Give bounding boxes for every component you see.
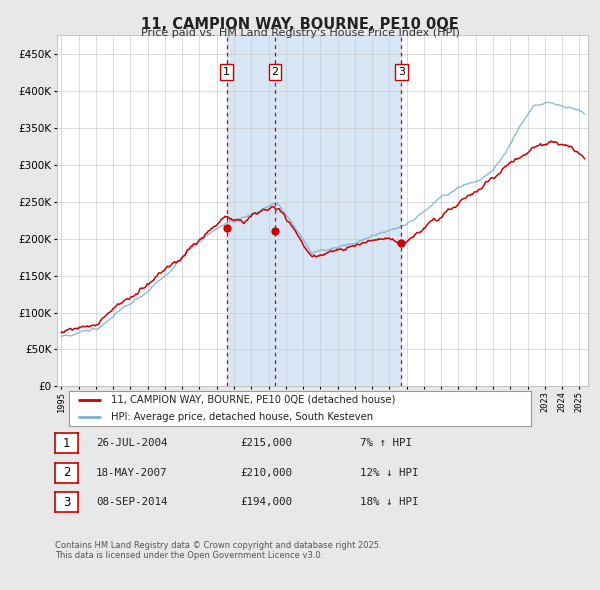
Text: 1: 1 [223,67,230,77]
Text: Price paid vs. HM Land Registry's House Price Index (HPI): Price paid vs. HM Land Registry's House … [140,28,460,38]
Text: 2: 2 [272,67,278,77]
Text: 3: 3 [63,496,70,509]
Text: 2: 2 [63,466,70,479]
Text: £215,000: £215,000 [240,438,292,448]
Text: 12% ↓ HPI: 12% ↓ HPI [360,468,419,477]
Text: Contains HM Land Registry data © Crown copyright and database right 2025.: Contains HM Land Registry data © Crown c… [55,541,382,550]
Bar [227,35,401,386]
Text: 18% ↓ HPI: 18% ↓ HPI [360,497,419,507]
Text: 11, CAMPION WAY, BOURNE, PE10 0QE: 11, CAMPION WAY, BOURNE, PE10 0QE [141,17,459,31]
Text: 26-JUL-2004: 26-JUL-2004 [96,438,167,448]
Text: 08-SEP-2014: 08-SEP-2014 [96,497,167,507]
Text: £210,000: £210,000 [240,468,292,477]
Text: 11, CAMPION WAY, BOURNE, PE10 0QE (detached house): 11, CAMPION WAY, BOURNE, PE10 0QE (detac… [110,395,395,405]
Text: HPI: Average price, detached house, South Kesteven: HPI: Average price, detached house, Sout… [110,412,373,422]
Text: This data is licensed under the Open Government Licence v3.0.: This data is licensed under the Open Gov… [55,552,323,560]
Text: 3: 3 [398,67,405,77]
Text: 1: 1 [63,437,70,450]
Text: 7% ↑ HPI: 7% ↑ HPI [360,438,412,448]
Text: 18-MAY-2007: 18-MAY-2007 [96,468,167,477]
Text: £194,000: £194,000 [240,497,292,507]
